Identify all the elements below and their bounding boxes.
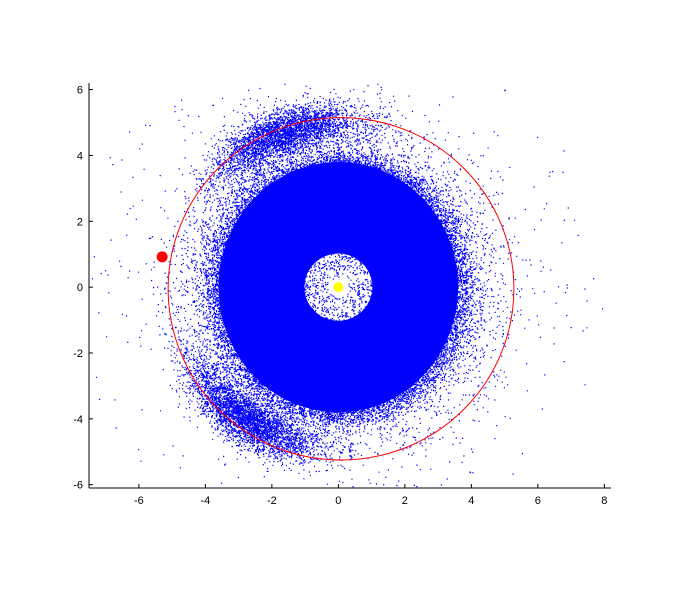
orbit-circle xyxy=(167,117,515,461)
y-tick-label: 0 xyxy=(77,282,83,294)
planet-marker xyxy=(156,251,168,263)
dense-disk xyxy=(218,161,459,413)
y-tick-label: 4 xyxy=(77,150,83,162)
x-tick-label: -2 xyxy=(267,495,277,507)
y-tick-label: -6 xyxy=(73,480,83,492)
x-tick-label: -4 xyxy=(200,495,210,507)
star-marker xyxy=(333,282,344,293)
y-tick-label: -4 xyxy=(73,414,83,426)
plot-area xyxy=(91,83,604,488)
x-tick-label: 2 xyxy=(402,495,408,507)
x-tick-label: 8 xyxy=(601,495,607,507)
axes: -6 -4 -2 0 2 4 6 8 -6 -4 -2 0 2 4 6 xyxy=(73,83,611,507)
x-tick-label: 0 xyxy=(335,495,341,507)
scatter-particles xyxy=(91,83,604,488)
x-tick-label: 6 xyxy=(535,495,541,507)
y-tick-label: -2 xyxy=(73,348,83,360)
particle-cloud xyxy=(91,83,604,488)
y-tick-label: 2 xyxy=(77,216,83,228)
y-tick-label: 6 xyxy=(77,85,83,97)
x-tick-label: 4 xyxy=(468,495,474,507)
x-tick-label: -6 xyxy=(134,495,144,507)
